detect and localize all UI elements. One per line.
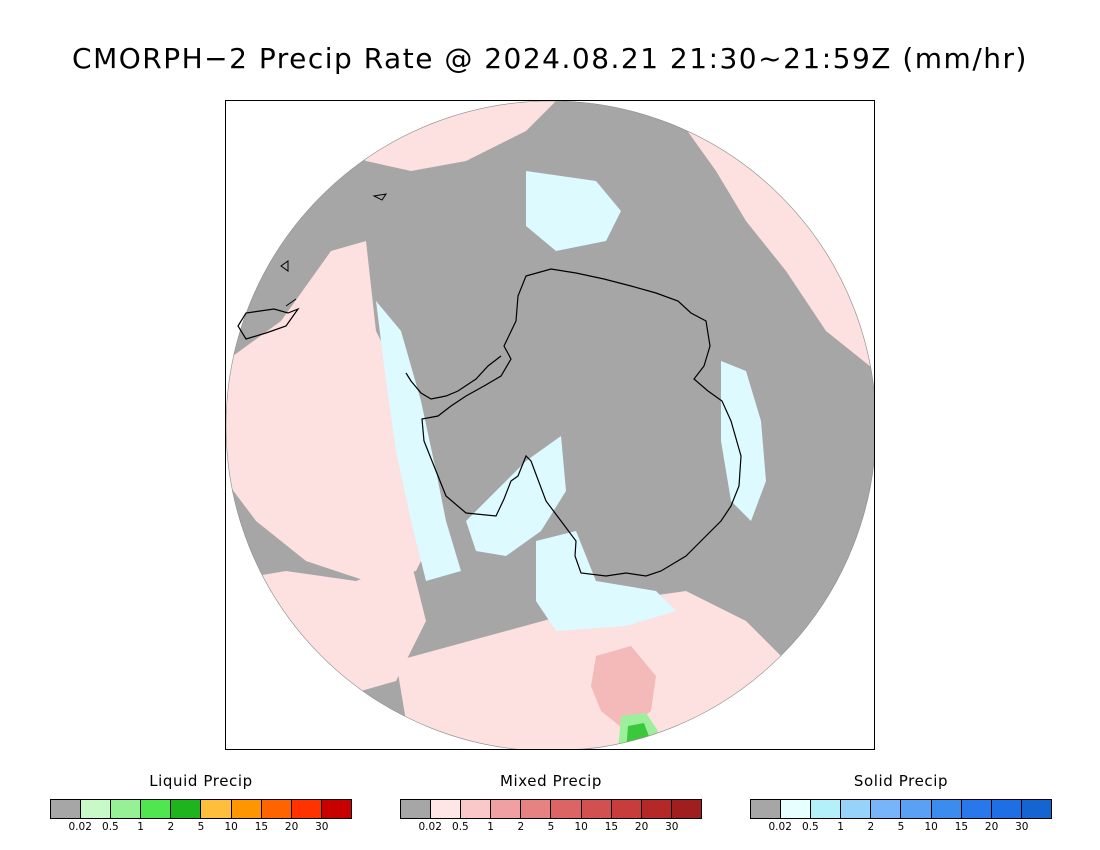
legend-swatch: [1021, 800, 1051, 818]
legend-mixed: Mixed Precip 0.02 0.5 1 2 5 10 15 20 30: [400, 772, 702, 835]
mixed-precip-south-moderate: [591, 646, 656, 731]
legend-swatch: [901, 800, 932, 818]
legend-swatch: [871, 800, 902, 818]
legend-swatch: [291, 800, 322, 818]
legend-swatch: [491, 800, 522, 818]
legend-swatch: [171, 800, 202, 818]
legend-colorbar-mixed: [400, 799, 702, 819]
map-title: CMORPH−2 Precip Rate @ 2024.08.21 21:30~…: [72, 42, 1028, 75]
legend-tick-label: 30: [1015, 821, 1029, 833]
legend-tick-label: 20: [984, 821, 999, 833]
legend-tick-label: 0.5: [452, 821, 469, 833]
legend-ticks-solid: 0.02 0.5 1 2 5 10 15 20 30: [750, 821, 1052, 835]
legend-swatch: [261, 800, 292, 818]
legend-swatch: [201, 800, 232, 818]
legend-tick-label: 15: [254, 821, 269, 833]
legend-swatch: [321, 800, 351, 818]
legend-title-liquid: Liquid Precip: [149, 772, 253, 790]
legend-tick-label: 20: [284, 821, 299, 833]
legend-tick-label: 2: [517, 821, 525, 833]
legend-ticks-mixed: 0.02 0.5 1 2 5 10 15 20 30: [400, 821, 702, 835]
legend-swatch: [751, 800, 782, 818]
mixed-precip-south: [396, 591, 786, 749]
legend-swatch: [641, 800, 672, 818]
solid-precip-south: [536, 531, 676, 631]
legend-swatch: [401, 800, 432, 818]
polar-map: [225, 100, 875, 750]
legend-swatch: [671, 800, 701, 818]
legend-tick-label: 1: [137, 821, 144, 833]
small-island: [372, 193, 388, 201]
legend-tick-label: 20: [634, 821, 649, 833]
legend-tick-label: 30: [315, 821, 329, 833]
legend-tick-label: 5: [197, 821, 205, 833]
legend-swatch: [811, 800, 842, 818]
antarctica-coastline: [421, 268, 742, 577]
solid-precip-ross-sea: [466, 436, 566, 556]
legend-tick-label: 1: [487, 821, 494, 833]
precip-field: [226, 101, 874, 749]
legend-tick-label: 1: [837, 821, 844, 833]
legend-tick-label: 15: [954, 821, 969, 833]
legend-tick-label: 0.5: [102, 821, 119, 833]
legend-swatch: [841, 800, 872, 818]
legend-tick-label: 15: [604, 821, 619, 833]
legend-swatch: [431, 800, 462, 818]
legend-ticks-liquid: 0.02 0.5 1 2 5 10 15 20 30: [50, 821, 352, 835]
legend-colorbar-solid: [750, 799, 1052, 819]
polar-map-graphic: [226, 101, 874, 749]
south-america-coast: [285, 298, 297, 307]
legend-tick-label: 30: [665, 821, 679, 833]
legend-tick-label: 0.02: [68, 821, 92, 833]
antarctic-peninsula: [405, 355, 502, 400]
legend-title-solid: Solid Precip: [853, 772, 949, 790]
solid-precip-west-coast: [376, 301, 461, 581]
mixed-precip-west: [226, 241, 441, 581]
legend-title-mixed: Mixed Precip: [499, 772, 603, 790]
legend-colorbar-liquid: [50, 799, 352, 819]
legend-swatch: [231, 800, 262, 818]
legend-swatch: [551, 800, 582, 818]
legend-swatch: [51, 800, 82, 818]
south-america-tip: [237, 307, 300, 340]
legend-swatch: [961, 800, 992, 818]
legend-swatch: [461, 800, 492, 818]
mixed-precip-south-west: [226, 561, 426, 701]
legend-swatch: [781, 800, 812, 818]
legend-swatch: [81, 800, 112, 818]
legend-tick-label: 0.5: [802, 821, 819, 833]
legend-swatch: [581, 800, 612, 818]
legend-tick-label: 0.02: [418, 821, 442, 833]
solid-precip-east: [721, 361, 766, 521]
south-georgia-island: [280, 260, 289, 272]
legend-swatch: [931, 800, 962, 818]
solid-precip-north: [526, 171, 621, 251]
legend-swatch: [111, 800, 142, 818]
legend-tick-label: 10: [924, 821, 938, 833]
legend-swatch: [991, 800, 1022, 818]
legend-tick-label: 10: [224, 821, 238, 833]
legend-tick-label: 2: [167, 821, 175, 833]
legend-swatch: [141, 800, 172, 818]
legend-tick-label: 5: [547, 821, 555, 833]
legend-liquid: Liquid Precip 0.02 0.5 1 2 5 10 15 20 30: [50, 772, 352, 835]
legend-swatch: [611, 800, 642, 818]
legend-tick-label: 10: [574, 821, 588, 833]
legend-tick-label: 5: [897, 821, 905, 833]
legend-solid: Solid Precip 0.02 0.5 1 2 5 10 15 20 30: [750, 772, 1052, 835]
legend-swatch: [521, 800, 552, 818]
legend-tick-label: 0.02: [768, 821, 792, 833]
legend-tick-label: 2: [867, 821, 875, 833]
